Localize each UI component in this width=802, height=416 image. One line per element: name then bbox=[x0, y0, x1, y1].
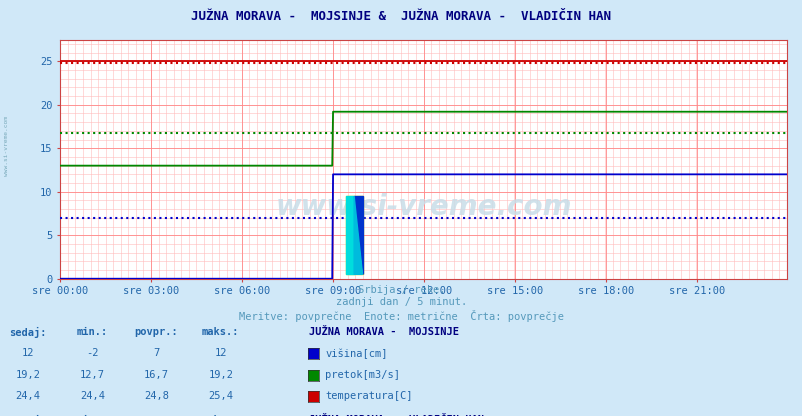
Polygon shape bbox=[354, 196, 362, 275]
Bar bbox=[345, 196, 354, 275]
Text: -2: -2 bbox=[86, 348, 99, 358]
Text: zadnji dan / 5 minut.: zadnji dan / 5 minut. bbox=[335, 297, 467, 307]
Text: 12: 12 bbox=[22, 348, 34, 358]
Text: JUŽNA MORAVA -  MOJSINJE: JUŽNA MORAVA - MOJSINJE bbox=[309, 327, 459, 337]
Text: 7: 7 bbox=[153, 348, 160, 358]
Text: Srbija / reke.: Srbija / reke. bbox=[358, 285, 444, 295]
Text: 19,2: 19,2 bbox=[208, 370, 233, 380]
Text: JUŽNA MORAVA -  VLADIČIN HAN: JUŽNA MORAVA - VLADIČIN HAN bbox=[309, 415, 484, 416]
Polygon shape bbox=[354, 196, 362, 275]
Text: sedaj:: sedaj: bbox=[10, 327, 47, 338]
Text: sedaj:: sedaj: bbox=[10, 415, 47, 416]
Text: 12,7: 12,7 bbox=[79, 370, 105, 380]
Text: 16,7: 16,7 bbox=[144, 370, 169, 380]
Text: višina[cm]: višina[cm] bbox=[325, 348, 387, 359]
Text: maks.:: maks.: bbox=[202, 415, 239, 416]
Text: 24,8: 24,8 bbox=[144, 391, 169, 401]
Text: min.:: min.: bbox=[77, 415, 107, 416]
Text: www.si-vreme.com: www.si-vreme.com bbox=[275, 193, 571, 221]
Text: povpr.:: povpr.: bbox=[135, 327, 178, 337]
Text: pretok[m3/s]: pretok[m3/s] bbox=[325, 370, 399, 380]
Text: 19,2: 19,2 bbox=[15, 370, 41, 380]
Text: maks.:: maks.: bbox=[202, 327, 239, 337]
Bar bbox=[345, 196, 362, 275]
Text: 25,4: 25,4 bbox=[208, 391, 233, 401]
Text: 24,4: 24,4 bbox=[79, 391, 105, 401]
Text: 24,4: 24,4 bbox=[15, 391, 41, 401]
Text: min.:: min.: bbox=[77, 327, 107, 337]
Text: www.si-vreme.com: www.si-vreme.com bbox=[4, 116, 9, 176]
Text: povpr.:: povpr.: bbox=[135, 415, 178, 416]
Text: JUŽNA MORAVA -  MOJSINJE &  JUŽNA MORAVA -  VLADIČIN HAN: JUŽNA MORAVA - MOJSINJE & JUŽNA MORAVA -… bbox=[191, 10, 611, 23]
Text: 12: 12 bbox=[214, 348, 227, 358]
Text: temperatura[C]: temperatura[C] bbox=[325, 391, 412, 401]
Text: Meritve: povprečne  Enote: metrične  Črta: povprečje: Meritve: povprečne Enote: metrične Črta:… bbox=[239, 310, 563, 322]
